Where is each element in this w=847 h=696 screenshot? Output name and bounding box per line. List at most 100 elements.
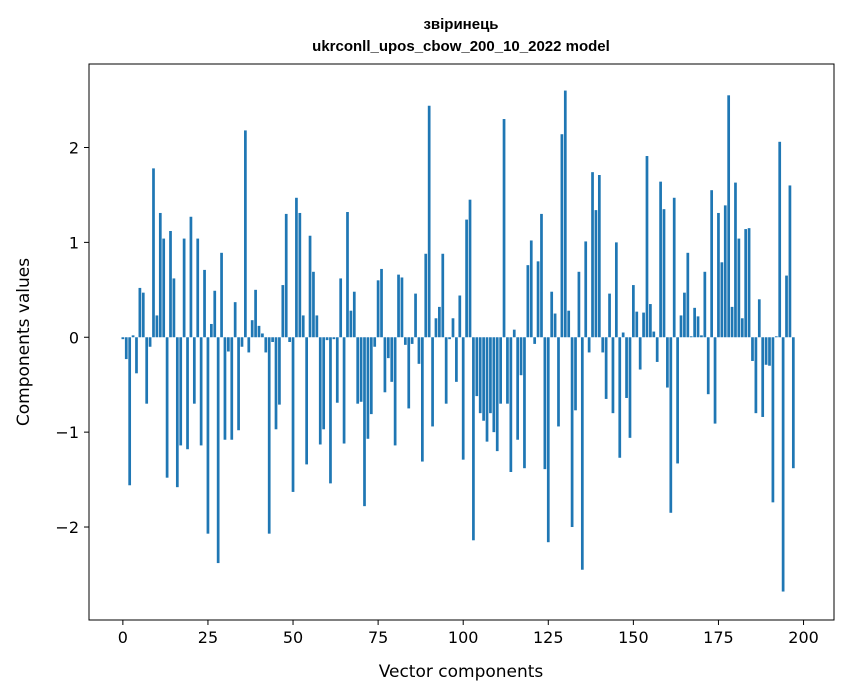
bar-component-15 bbox=[172, 278, 176, 338]
bar-component-128 bbox=[557, 337, 560, 427]
bar-component-0 bbox=[121, 337, 125, 340]
bar-component-54 bbox=[305, 337, 308, 465]
bar-component-148 bbox=[625, 337, 628, 398]
bar-component-93 bbox=[438, 306, 441, 338]
bar-component-139 bbox=[594, 210, 598, 338]
bar-component-189 bbox=[764, 337, 768, 365]
bar-component-37 bbox=[247, 337, 251, 353]
bar-component-56 bbox=[312, 271, 315, 338]
bar-component-180 bbox=[734, 182, 737, 338]
bar-component-184 bbox=[747, 228, 751, 338]
bar-component-186 bbox=[754, 337, 758, 414]
bar-component-18 bbox=[182, 238, 186, 338]
x-tick-label: 200 bbox=[788, 628, 819, 647]
x-axis-ticks: 0 25 50 75 100 125 150 175 200 bbox=[118, 620, 819, 647]
bar-component-67 bbox=[349, 310, 353, 338]
bar-component-124 bbox=[543, 337, 547, 470]
bar-component-109 bbox=[492, 337, 496, 433]
bar-component-132 bbox=[570, 337, 574, 528]
bar-component-53 bbox=[301, 315, 305, 338]
bar-component-187 bbox=[757, 299, 761, 338]
y-tick-label: 0 bbox=[69, 328, 79, 347]
y-axis-label: Components values bbox=[14, 258, 34, 426]
bar-component-120 bbox=[529, 240, 533, 338]
bar-component-169 bbox=[696, 316, 700, 338]
bar-component-183 bbox=[744, 229, 748, 338]
bar-component-146 bbox=[618, 337, 622, 458]
bar-component-31 bbox=[227, 337, 230, 352]
bar-component-22 bbox=[196, 238, 200, 338]
bar-component-144 bbox=[611, 337, 615, 414]
bar-component-28 bbox=[216, 337, 220, 564]
bar-component-161 bbox=[669, 337, 673, 513]
bar-component-86 bbox=[414, 293, 417, 338]
bar-component-19 bbox=[186, 337, 189, 450]
bar-component-61 bbox=[329, 337, 332, 484]
bar-component-33 bbox=[233, 302, 237, 338]
bar-component-164 bbox=[679, 315, 683, 338]
bar-component-51 bbox=[295, 197, 298, 338]
bar-component-83 bbox=[403, 337, 407, 345]
x-tick-label: 75 bbox=[368, 628, 388, 647]
bar-component-42 bbox=[264, 337, 268, 353]
y-axis-ticks: −2 −1 0 1 2 bbox=[55, 138, 89, 537]
x-tick-label: 50 bbox=[283, 628, 303, 647]
bar-component-123 bbox=[540, 213, 543, 338]
bar-component-117 bbox=[519, 337, 523, 376]
bar-component-165 bbox=[683, 292, 686, 338]
bar-component-158 bbox=[659, 181, 662, 338]
bar-component-190 bbox=[768, 337, 771, 366]
bar-component-181 bbox=[737, 238, 741, 338]
bar-component-50 bbox=[291, 337, 295, 492]
bar-component-121 bbox=[533, 337, 537, 344]
bar-component-32 bbox=[230, 337, 234, 440]
bar-component-135 bbox=[580, 337, 584, 570]
bar-component-141 bbox=[601, 337, 605, 353]
bar-component-77 bbox=[383, 337, 387, 393]
bar-component-176 bbox=[720, 262, 724, 338]
bar-component-167 bbox=[689, 336, 693, 338]
bar-component-41 bbox=[261, 333, 264, 338]
bar-component-149 bbox=[628, 337, 632, 438]
bar-component-9 bbox=[152, 168, 155, 338]
bar-component-27 bbox=[213, 290, 217, 338]
bar-component-91 bbox=[431, 337, 434, 427]
bar-component-147 bbox=[621, 332, 625, 338]
bar-component-130 bbox=[563, 90, 567, 338]
bar-component-24 bbox=[203, 269, 206, 338]
bar-component-185 bbox=[751, 337, 754, 361]
bar-component-73 bbox=[369, 337, 373, 415]
bar-component-13 bbox=[165, 337, 169, 478]
chart-title: звіринець bbox=[423, 16, 498, 33]
bar-component-150 bbox=[632, 285, 635, 338]
y-tick-label: 2 bbox=[69, 138, 79, 157]
bar-component-46 bbox=[278, 337, 281, 405]
bars-group bbox=[121, 90, 795, 592]
bar-component-58 bbox=[318, 337, 322, 445]
bar-component-62 bbox=[332, 337, 336, 340]
bar-component-78 bbox=[386, 337, 390, 359]
bar-component-153 bbox=[642, 312, 645, 338]
bar-component-131 bbox=[567, 310, 571, 338]
bar-component-138 bbox=[591, 172, 594, 338]
bar-component-118 bbox=[523, 337, 526, 469]
bar-component-129 bbox=[560, 134, 564, 338]
bar-component-134 bbox=[577, 271, 581, 338]
bar-component-6 bbox=[141, 292, 145, 338]
bar-component-75 bbox=[376, 280, 380, 338]
bar-component-12 bbox=[162, 238, 166, 338]
bar-component-60 bbox=[325, 337, 329, 341]
bar-component-145 bbox=[614, 242, 618, 338]
bar-component-55 bbox=[308, 235, 312, 338]
bar-component-182 bbox=[740, 318, 744, 338]
bar-component-197 bbox=[791, 337, 795, 469]
bar-component-2 bbox=[128, 337, 132, 486]
bar-component-114 bbox=[509, 337, 513, 472]
bar-component-11 bbox=[158, 212, 162, 338]
bar-component-174 bbox=[713, 337, 717, 424]
bar-component-8 bbox=[148, 337, 152, 347]
bar-component-47 bbox=[281, 285, 285, 338]
x-axis-label: Vector components bbox=[379, 662, 544, 682]
bar-component-125 bbox=[546, 337, 550, 543]
